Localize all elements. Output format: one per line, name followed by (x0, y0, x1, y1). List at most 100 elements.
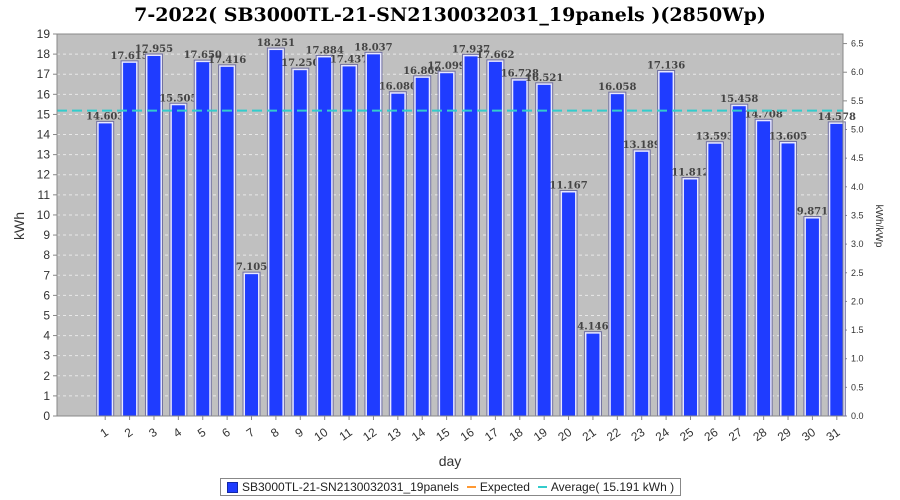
bar (659, 72, 673, 417)
x-tick-label: 8 (268, 425, 282, 440)
data-label: 7.105 (236, 262, 267, 273)
x-tick-label: 20 (555, 425, 574, 444)
data-label: 17.662 (476, 50, 514, 61)
chart-title: 7-2022( SB3000TL-21-SN2130032031_19panel… (134, 4, 766, 26)
bar (513, 80, 527, 416)
x-axis-title: day (439, 453, 462, 469)
y-tick-label: 19 (37, 27, 51, 41)
x-tick-label: 4 (171, 425, 185, 440)
y2-tick-label: 1.0 (851, 354, 864, 364)
y2-tick-label: 0.5 (851, 382, 864, 392)
legend: SB3000TL-21-SN2130032031_19panels Expect… (220, 478, 682, 496)
y-axis-title: kWh (11, 212, 27, 240)
bar (123, 62, 137, 416)
data-label: 4.146 (577, 322, 608, 333)
x-tick-label: 7 (244, 425, 258, 440)
data-label: 18.037 (354, 42, 392, 53)
y2-tick-label: 3.0 (851, 239, 864, 249)
bar (440, 73, 454, 417)
data-label: 17.437 (330, 54, 368, 65)
legend-average-swatch (537, 486, 547, 488)
y-tick-label: 16 (37, 87, 51, 101)
legend-series-swatch (227, 481, 238, 493)
data-label: 13.593 (696, 132, 734, 143)
y-tick-label: 6 (43, 288, 50, 302)
x-tick-label: 15 (433, 425, 452, 444)
data-label: 15.505 (159, 93, 197, 104)
y2-tick-label: 0.0 (851, 411, 864, 421)
x-tick-label: 23 (628, 425, 647, 444)
y2-tick-label: 6.5 (851, 39, 864, 49)
bar (830, 123, 844, 417)
data-label: 11.167 (549, 180, 587, 191)
y2-tick-label: 5.0 (851, 125, 864, 135)
legend-item-expected: Expected (466, 480, 530, 494)
data-label: 16.058 (598, 82, 636, 93)
bar (805, 218, 819, 416)
x-tick-label: 3 (146, 425, 160, 440)
bar (147, 56, 161, 416)
x-tick-label: 2 (122, 425, 136, 440)
data-label: 13.189 (623, 140, 661, 151)
x-tick-label: 24 (653, 425, 672, 444)
data-label: 11.812 (671, 168, 709, 179)
x-tick-label: 31 (824, 425, 843, 444)
bar (196, 62, 210, 417)
bar (537, 84, 551, 417)
y-tick-label: 18 (37, 47, 51, 61)
legend-average-label: Average( 15.191 kWh ) (550, 480, 675, 494)
bar (757, 121, 771, 417)
y-tick-label: 0 (43, 409, 50, 423)
data-label: 16.521 (525, 73, 563, 84)
data-label: 17.250 (281, 58, 319, 69)
x-tick-label: 27 (726, 425, 745, 444)
bar (683, 179, 697, 416)
x-tick-label: 6 (219, 425, 233, 440)
y2-tick-label: 2.5 (851, 268, 864, 278)
data-label: 17.937 (452, 44, 490, 55)
data-label: 16.869 (403, 66, 441, 77)
y-tick-label: 14 (37, 128, 51, 142)
x-tick-label: 17 (482, 425, 501, 444)
y-tick-label: 5 (43, 308, 50, 322)
bar (366, 54, 380, 417)
x-tick-label: 12 (360, 425, 379, 444)
x-tick-label: 30 (799, 425, 818, 444)
legend-series-label: SB3000TL-21-SN2130032031_19panels (242, 480, 459, 494)
bar (391, 93, 405, 416)
bar (732, 106, 746, 417)
bar (610, 94, 624, 416)
bar (415, 77, 429, 417)
data-label: 14.603 (86, 111, 124, 122)
y-tick-label: 4 (43, 329, 50, 343)
data-label: 18.251 (257, 38, 295, 49)
data-label: 16.728 (501, 69, 539, 80)
x-tick-label: 19 (531, 425, 550, 444)
bar (781, 143, 795, 416)
y-tick-label: 17 (37, 67, 51, 81)
x-tick-label: 28 (750, 425, 769, 444)
data-label: 17.136 (647, 60, 685, 71)
bar (98, 123, 112, 417)
y-tick-label: 10 (37, 208, 51, 222)
y-tick-label: 15 (37, 107, 51, 121)
bar (245, 274, 259, 416)
data-label: 14.578 (818, 112, 856, 123)
x-tick-label: 16 (458, 425, 477, 444)
data-label: 17.650 (184, 50, 222, 61)
x-tick-label: 18 (507, 425, 526, 444)
y-tick-label: 8 (43, 248, 50, 262)
y2-axis-title: kWh/kWp (873, 205, 884, 248)
y-tick-label: 9 (43, 228, 50, 242)
legend-item-average: Average( 15.191 kWh ) (537, 480, 675, 494)
x-tick-label: 9 (293, 425, 307, 440)
y-tick-label: 1 (43, 389, 50, 403)
data-label: 14.708 (745, 109, 783, 120)
y2-tick-label: 6.0 (851, 67, 864, 77)
y2-tick-label: 4.0 (851, 182, 864, 192)
data-label: 9.871 (797, 207, 828, 218)
bar (708, 143, 722, 416)
x-tick-label: 5 (195, 425, 209, 440)
y2-tick-label: 3.5 (851, 210, 864, 220)
